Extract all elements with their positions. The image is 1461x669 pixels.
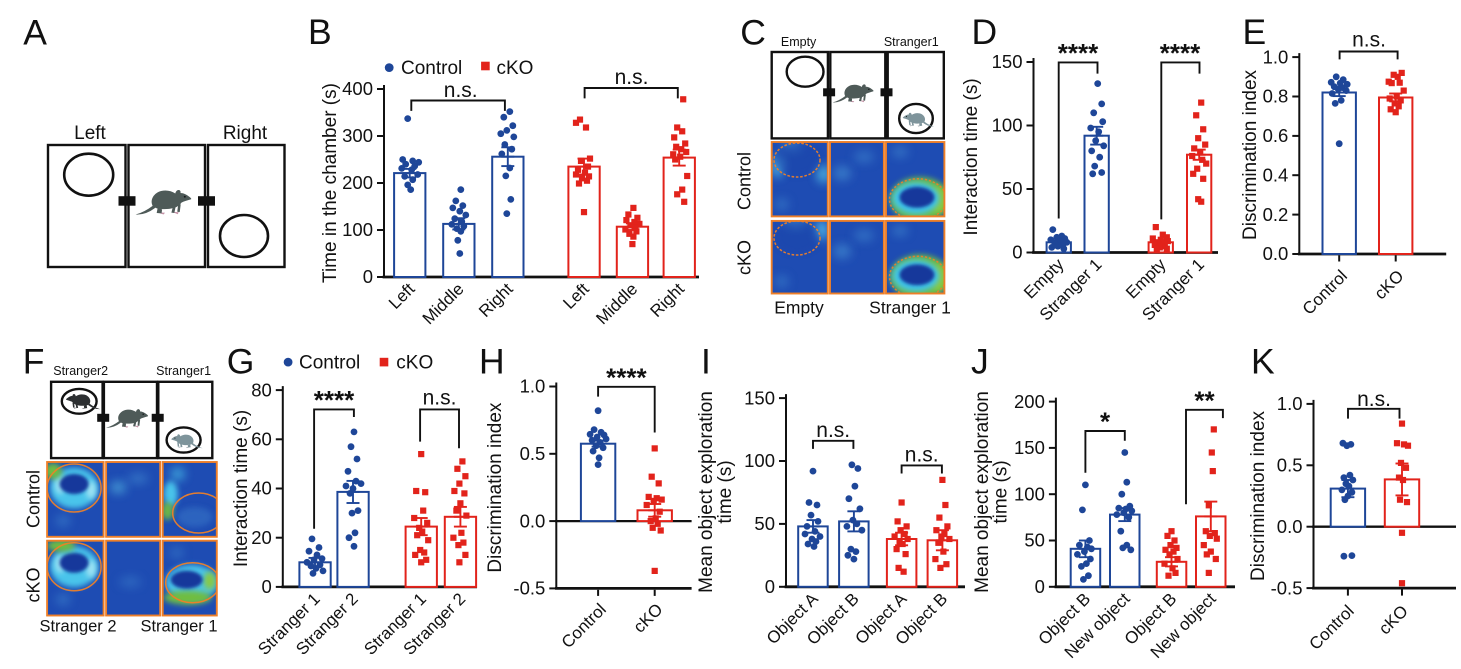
svg-text:0.6: 0.6 <box>1263 125 1289 146</box>
svg-text:F: F <box>23 342 45 382</box>
svg-text:cKO: cKO <box>396 353 433 374</box>
svg-text:0.2: 0.2 <box>1263 204 1289 225</box>
svg-text:G: G <box>227 341 255 381</box>
svg-text:****: **** <box>314 385 355 415</box>
svg-text:n.s.: n.s. <box>615 66 649 89</box>
svg-text:0.5: 0.5 <box>1277 455 1303 476</box>
svg-text:100: 100 <box>992 115 1023 136</box>
svg-text:K: K <box>1251 342 1275 382</box>
svg-text:Stranger 2: Stranger 2 <box>39 618 116 636</box>
svg-text:J: J <box>971 342 989 382</box>
svg-text:50: 50 <box>1024 530 1045 551</box>
svg-text:Interaction time (s): Interaction time (s) <box>231 410 252 567</box>
svg-text:100: 100 <box>1014 483 1045 504</box>
svg-text:Stranger 1: Stranger 1 <box>869 298 951 318</box>
svg-text:n.s.: n.s. <box>1352 29 1386 52</box>
svg-text:0: 0 <box>765 576 775 597</box>
svg-text:0: 0 <box>363 266 373 287</box>
svg-text:200: 200 <box>1014 391 1045 412</box>
svg-text:0: 0 <box>1035 576 1045 597</box>
svg-text:150: 150 <box>1014 437 1045 458</box>
svg-text:D: D <box>972 12 998 52</box>
svg-text:Discrimination index: Discrimination index <box>1248 411 1269 582</box>
svg-text:0: 0 <box>262 576 272 597</box>
svg-text:cKO: cKO <box>497 58 534 79</box>
svg-text:200: 200 <box>342 172 373 193</box>
svg-text:Control: Control <box>299 353 360 374</box>
svg-text:H: H <box>479 342 505 382</box>
svg-text:Right: Right <box>223 123 268 144</box>
svg-text:150: 150 <box>992 51 1023 72</box>
svg-text:****: **** <box>1058 38 1099 68</box>
svg-text:E: E <box>1243 12 1267 52</box>
svg-text:n.s.: n.s. <box>444 79 478 102</box>
svg-text:n.s.: n.s. <box>816 419 850 442</box>
svg-text:0.8: 0.8 <box>1263 86 1289 107</box>
svg-text:A: A <box>23 12 47 52</box>
svg-text:**: ** <box>1194 385 1215 415</box>
svg-text:150: 150 <box>744 387 775 408</box>
svg-text:n.s.: n.s. <box>1357 388 1391 411</box>
svg-text:Interaction time (s): Interaction time (s) <box>961 78 982 235</box>
svg-text:Mean object exploration: Mean object exploration <box>972 391 993 593</box>
svg-text:80: 80 <box>251 379 272 400</box>
svg-text:1.0: 1.0 <box>1277 393 1303 414</box>
svg-text:50: 50 <box>1002 178 1023 199</box>
svg-text:cKO: cKO <box>24 567 44 602</box>
svg-text:Empty: Empty <box>781 35 817 49</box>
svg-text:1.0: 1.0 <box>1263 46 1289 67</box>
svg-text:Stranger1: Stranger1 <box>156 364 211 378</box>
svg-text:n.s.: n.s. <box>905 444 939 467</box>
svg-text:time (s): time (s) <box>991 460 1012 523</box>
svg-text:Discrimination index: Discrimination index <box>485 402 506 573</box>
svg-text:0.0: 0.0 <box>1277 516 1303 537</box>
svg-text:*: * <box>1100 407 1111 437</box>
svg-text:Left: Left <box>74 123 106 144</box>
svg-text:0.5: 0.5 <box>520 443 546 464</box>
svg-text:100: 100 <box>744 450 775 471</box>
svg-text:time (s): time (s) <box>715 460 736 523</box>
svg-text:Time in the chamber (s): Time in the chamber (s) <box>320 83 341 283</box>
svg-text:Stranger 1: Stranger 1 <box>140 618 217 636</box>
svg-text:-0.5: -0.5 <box>1271 577 1303 598</box>
svg-text:-0.5: -0.5 <box>513 578 545 599</box>
svg-text:I: I <box>701 342 711 382</box>
svg-text:400: 400 <box>342 78 373 99</box>
svg-text:Control: Control <box>735 152 755 210</box>
svg-text:Mean object exploration: Mean object exploration <box>696 391 717 593</box>
svg-text:100: 100 <box>342 219 373 240</box>
svg-text:B: B <box>308 12 332 52</box>
svg-text:cKO: cKO <box>735 240 755 275</box>
svg-text:1.0: 1.0 <box>520 376 546 397</box>
svg-text:Discrimination index: Discrimination index <box>1240 70 1261 241</box>
svg-text:0.0: 0.0 <box>520 510 546 531</box>
svg-text:40: 40 <box>251 478 272 499</box>
svg-text:n.s.: n.s. <box>423 387 457 410</box>
svg-text:****: **** <box>1160 38 1201 68</box>
svg-text:Control: Control <box>401 58 462 79</box>
svg-text:Empty: Empty <box>774 298 824 318</box>
svg-text:60: 60 <box>251 429 272 450</box>
svg-text:20: 20 <box>251 527 272 548</box>
svg-text:Control: Control <box>24 470 44 528</box>
svg-text:300: 300 <box>342 125 373 146</box>
svg-text:50: 50 <box>754 513 775 534</box>
svg-text:****: **** <box>606 362 647 392</box>
svg-text:0.0: 0.0 <box>1263 243 1289 264</box>
svg-text:0: 0 <box>1012 242 1022 263</box>
svg-text:Stranger1: Stranger1 <box>884 35 939 49</box>
svg-text:Stranger2: Stranger2 <box>53 364 108 378</box>
svg-text:0.4: 0.4 <box>1263 164 1289 185</box>
svg-text:C: C <box>740 12 766 52</box>
